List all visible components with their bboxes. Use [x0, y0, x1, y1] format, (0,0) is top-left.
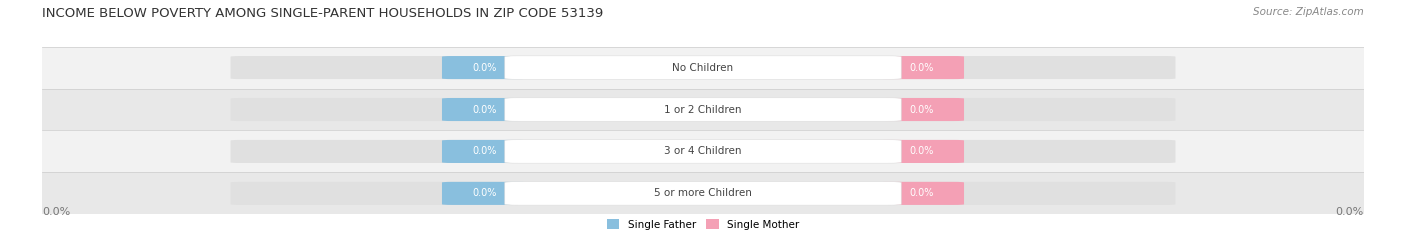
Text: 0.0%: 0.0% [472, 188, 498, 198]
Text: 3 or 4 Children: 3 or 4 Children [664, 147, 742, 156]
FancyBboxPatch shape [441, 98, 527, 121]
FancyBboxPatch shape [231, 98, 1175, 121]
FancyBboxPatch shape [879, 182, 965, 205]
Text: 0.0%: 0.0% [908, 63, 934, 72]
Text: 1 or 2 Children: 1 or 2 Children [664, 105, 742, 114]
Text: 0.0%: 0.0% [472, 147, 498, 156]
FancyBboxPatch shape [879, 56, 965, 79]
FancyBboxPatch shape [879, 98, 965, 121]
Text: 0.0%: 0.0% [908, 188, 934, 198]
FancyBboxPatch shape [231, 140, 1175, 163]
Text: 0.0%: 0.0% [472, 63, 498, 72]
FancyBboxPatch shape [441, 182, 527, 205]
FancyBboxPatch shape [505, 140, 901, 163]
Text: 0.0%: 0.0% [42, 207, 70, 217]
FancyBboxPatch shape [505, 56, 901, 79]
Bar [42, 47, 1364, 89]
FancyBboxPatch shape [505, 182, 901, 205]
Legend: Single Father, Single Mother: Single Father, Single Mother [607, 219, 799, 230]
FancyBboxPatch shape [505, 98, 901, 121]
Bar [42, 89, 1364, 130]
Text: 0.0%: 0.0% [908, 147, 934, 156]
FancyBboxPatch shape [441, 56, 527, 79]
FancyBboxPatch shape [231, 182, 1175, 205]
FancyBboxPatch shape [879, 140, 965, 163]
Bar [42, 172, 1364, 214]
FancyBboxPatch shape [441, 140, 527, 163]
Text: Source: ZipAtlas.com: Source: ZipAtlas.com [1253, 7, 1364, 17]
Text: 0.0%: 0.0% [908, 105, 934, 114]
Text: No Children: No Children [672, 63, 734, 72]
FancyBboxPatch shape [231, 56, 1175, 79]
Text: INCOME BELOW POVERTY AMONG SINGLE-PARENT HOUSEHOLDS IN ZIP CODE 53139: INCOME BELOW POVERTY AMONG SINGLE-PARENT… [42, 7, 603, 20]
Text: 5 or more Children: 5 or more Children [654, 188, 752, 198]
Text: 0.0%: 0.0% [1336, 207, 1364, 217]
Text: 0.0%: 0.0% [472, 105, 498, 114]
Bar [42, 130, 1364, 172]
